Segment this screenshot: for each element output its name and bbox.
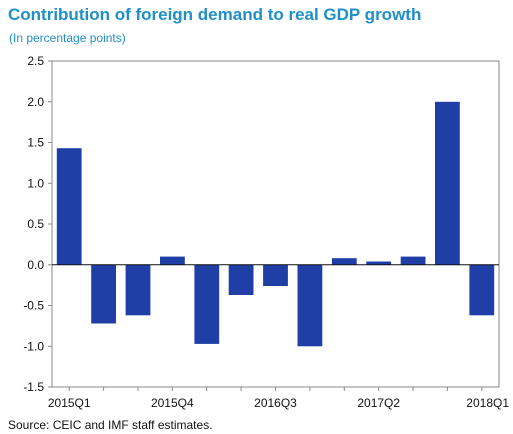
chart-title: Contribution of foreign demand to real G…	[8, 5, 422, 24]
bar-2015Q2	[91, 264, 116, 324]
source-note: Source: CEIC and IMF staff estimates.	[8, 418, 213, 432]
bar-2015Q3	[125, 264, 151, 316]
x-axis-ticks: 2015Q1 2015Q4 2016Q3 2017Q2 2018Q1	[48, 387, 509, 410]
bar-2015Q1	[56, 148, 82, 265]
bar-2017Q4	[435, 101, 460, 265]
y-tick-label: -1.5	[23, 380, 44, 394]
x-tick-label: 2015Q1	[48, 396, 91, 410]
y-axis-ticks: 2.5 2.0 1.5 1.0 0.5 0.0 -0.5 -1.0 -1.5	[23, 54, 52, 394]
y-tick-label: 0.0	[27, 258, 44, 272]
x-tick-label: 2015Q4	[151, 396, 194, 410]
y-tick-label: -0.5	[23, 299, 44, 313]
y-tick-label: 1.0	[27, 176, 44, 190]
bar-2015Q4	[160, 256, 185, 265]
bar-2017Q3	[400, 256, 426, 265]
y-tick-label: 2.5	[27, 54, 44, 68]
bar-2016Q2	[228, 264, 254, 295]
y-tick-label: 0.5	[27, 217, 44, 231]
bar-2016Q4	[297, 264, 323, 347]
bar-2016Q1	[194, 264, 220, 344]
bar-2017Q2	[366, 261, 392, 265]
bar-2017Q1	[331, 258, 357, 265]
y-tick-label: 2.0	[27, 95, 44, 109]
bar-2018Q1	[469, 264, 495, 316]
chart-subtitle: (In percentage points)	[9, 31, 126, 45]
plot-frame	[51, 60, 500, 388]
bar-group	[56, 101, 495, 347]
bar-2016Q3	[263, 264, 288, 286]
x-tick-label: 2018Q1	[466, 396, 509, 410]
x-tick-label: 2016Q3	[254, 396, 297, 410]
x-tick-label: 2017Q2	[357, 396, 400, 410]
y-tick-label: -1.0	[23, 339, 44, 353]
y-tick-label: 1.5	[27, 136, 44, 150]
